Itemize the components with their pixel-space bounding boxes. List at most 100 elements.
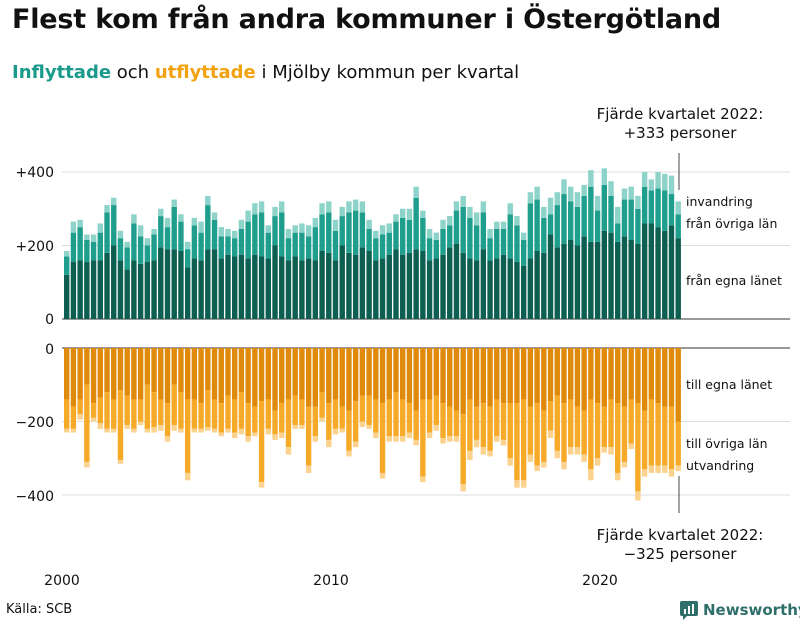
bar-out-1-29 (258, 401, 265, 483)
annotation-bottom-line1: Fjärde kvartalet 2022: (597, 526, 764, 544)
bar-in-0-38 (319, 251, 325, 319)
x-tick-2020: 2020 (582, 573, 618, 589)
bar-out-2-2 (77, 414, 83, 420)
bar-out-1-91 (675, 421, 681, 466)
bar-in-0-23 (218, 258, 224, 319)
bar-out-2-69 (527, 454, 534, 462)
bar-out-2-47 (379, 472, 386, 479)
bar-in-0-2 (77, 260, 83, 319)
bar-out-1-10 (131, 399, 137, 429)
bar-in-0-53 (420, 251, 426, 319)
bar-out-0-9 (124, 348, 130, 396)
bar-in-2-16 (171, 199, 177, 207)
bar-in-0-4 (90, 260, 97, 319)
bar-out-0-49 (393, 348, 399, 393)
bar-out-1-59 (460, 414, 466, 484)
bar-in-1-13 (151, 234, 157, 261)
bar-in-1-49 (393, 221, 399, 250)
bar-out-1-57 (447, 406, 453, 437)
bar-out-2-90 (668, 469, 675, 477)
bar-in-2-71 (541, 206, 547, 218)
bar-in-1-83 (621, 199, 628, 237)
bar-in-0-57 (447, 247, 453, 319)
bar-out-1-16 (171, 384, 177, 426)
bar-in-0-66 (507, 258, 513, 319)
bar-out-1-81 (608, 399, 614, 448)
bar-in-0-64 (494, 258, 500, 319)
bar-out-0-5 (97, 348, 103, 398)
bar-out-0-44 (359, 348, 366, 396)
bar-in-2-70 (534, 186, 540, 200)
bar-out-1-88 (655, 403, 661, 466)
bar-out-1-80 (601, 406, 607, 448)
bar-out-1-53 (420, 399, 426, 477)
bar-in-1-40 (332, 230, 339, 261)
bar-in-1-3 (84, 239, 90, 263)
bar-out-1-56 (440, 403, 446, 439)
chart-title: Flest kom från andra kommuner i Östergöt… (12, 4, 722, 35)
bar-out-1-41 (339, 406, 345, 429)
bar-out-1-83 (621, 406, 628, 462)
bar-out-1-77 (581, 410, 587, 455)
bars (64, 168, 681, 501)
bar-out-1-11 (137, 399, 144, 422)
bar-out-0-3 (84, 348, 90, 385)
bar-out-1-74 (561, 403, 567, 462)
bar-out-0-86 (641, 348, 648, 411)
bar-in-1-89 (662, 190, 668, 231)
bar-out-1-23 (218, 403, 224, 433)
bar-out-2-73 (554, 450, 560, 459)
bar-out-0-17 (178, 348, 184, 393)
bar-out-1-45 (366, 395, 372, 426)
bar-in-1-15 (164, 227, 171, 250)
bar-in-2-10 (131, 214, 137, 224)
bar-in-1-88 (655, 188, 661, 228)
bar-in-0-51 (406, 252, 413, 319)
bar-out-1-12 (144, 384, 151, 429)
bar-in-2-37 (312, 217, 319, 228)
subtitle-utflyttade: utflyttade (154, 62, 256, 83)
bar-out-2-43 (352, 441, 359, 448)
bar-in-0-68 (520, 265, 527, 319)
bar-out-0-51 (406, 348, 413, 404)
bar-out-2-18 (184, 472, 191, 481)
bar-out-2-62 (480, 447, 487, 455)
bar-out-2-8 (117, 460, 124, 464)
bar-in-2-12 (144, 238, 151, 246)
bar-in-0-63 (487, 260, 493, 319)
annotation-top-line1: Fjärde kvartalet 2022: (597, 105, 764, 123)
bar-out-2-37 (312, 436, 319, 442)
bar-in-1-56 (440, 228, 446, 255)
bar-in-2-21 (205, 195, 211, 206)
bar-out-1-72 (547, 401, 554, 431)
bar-out-0-26 (238, 348, 245, 393)
bar-in-0-43 (352, 254, 359, 319)
bar-out-2-26 (238, 428, 245, 435)
bar-in-0-13 (151, 260, 157, 319)
bar-in-2-27 (245, 210, 251, 222)
bar-in-1-6 (104, 212, 110, 253)
bar-in-1-59 (460, 206, 466, 253)
bar-in-2-85 (635, 195, 641, 209)
bar-out-0-80 (601, 348, 607, 407)
bar-out-2-63 (487, 450, 493, 457)
bar-in-0-85 (635, 243, 641, 319)
legend-till-ovriga-lan: till övriga län (686, 436, 768, 451)
bar-in-2-80 (601, 168, 607, 185)
bar-in-1-86 (641, 186, 648, 224)
bar-in-2-89 (662, 173, 668, 191)
y-axis-top: +400 +200 0 (16, 165, 54, 328)
bar-in-0-84 (628, 239, 634, 319)
bar-out-2-32 (279, 432, 285, 439)
bar-out-0-72 (547, 348, 554, 402)
bar-out-2-35 (299, 425, 305, 429)
bar-out-1-17 (178, 392, 184, 429)
bar-out-2-68 (520, 480, 527, 488)
bar-in-1-35 (299, 232, 305, 261)
bar-out-0-43 (352, 348, 359, 402)
brand-logo[interactable]: Newsworthy (679, 600, 800, 620)
bar-out-0-41 (339, 348, 345, 407)
bar-out-2-40 (332, 428, 339, 435)
bar-in-0-41 (339, 245, 345, 319)
bar-out-2-33 (285, 447, 292, 455)
